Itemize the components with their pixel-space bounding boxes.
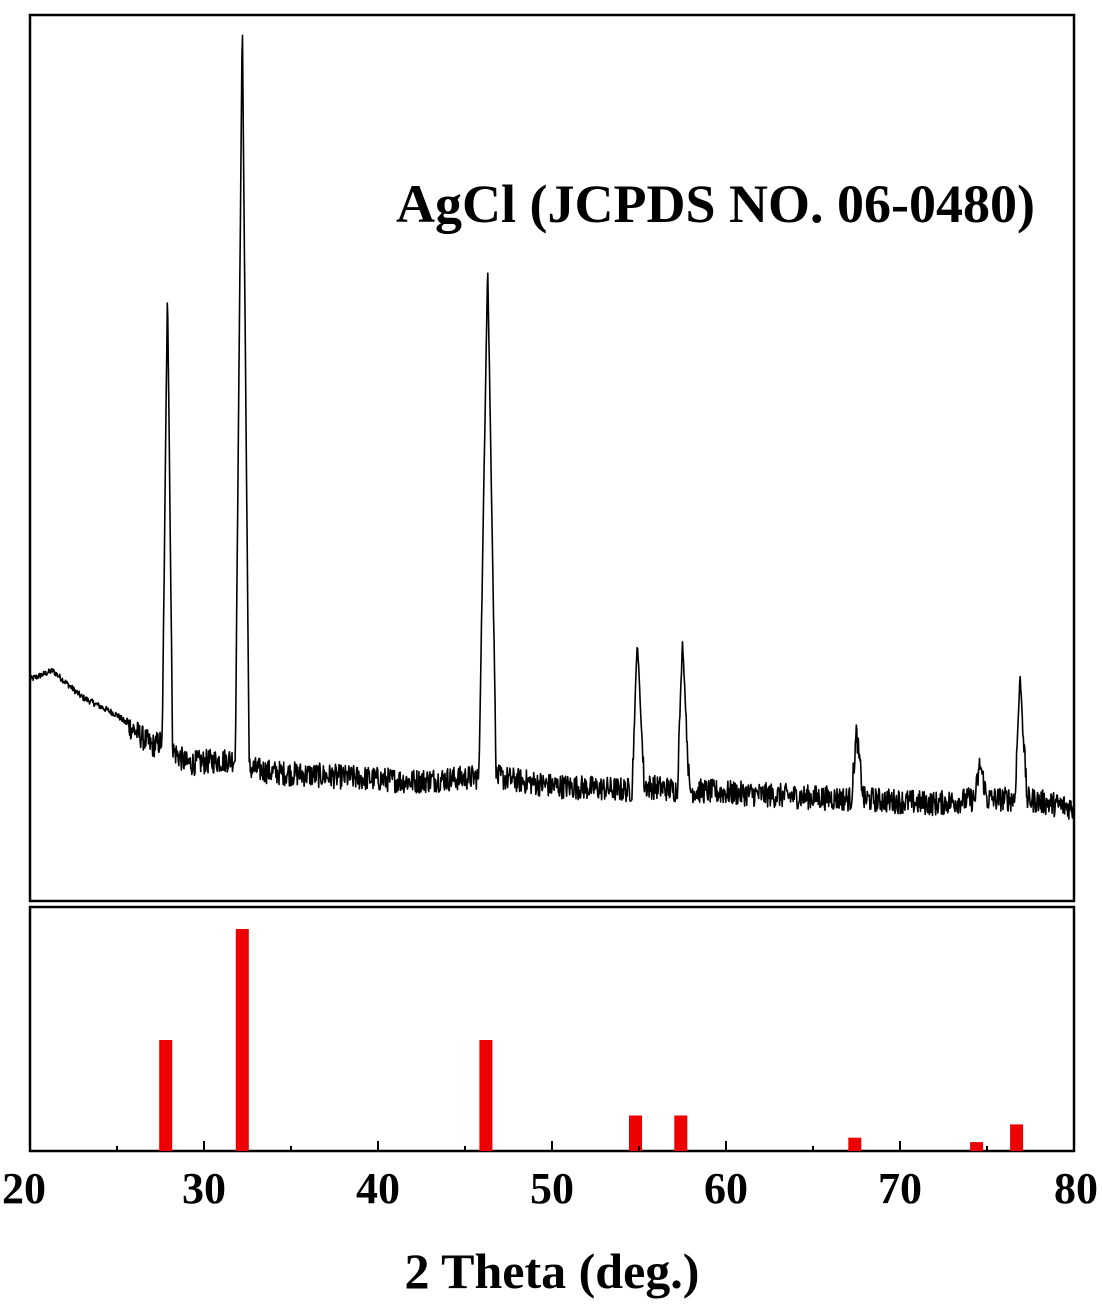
x-tick-label: 70 <box>878 1164 922 1213</box>
reference-pattern-panel: 20 30 40 50 60 70 80 2 Theta (deg.) <box>2 905 1098 1299</box>
reference-bar <box>629 1115 642 1151</box>
x-tick-label: 30 <box>182 1164 226 1213</box>
reference-bar <box>848 1137 862 1151</box>
reference-bar <box>479 1040 493 1151</box>
reference-bar <box>970 1142 984 1151</box>
phase-annotation: AgCl (JCPDS NO. 06-0480) <box>396 174 1035 234</box>
x-tick-label: 40 <box>356 1164 400 1213</box>
reference-bar <box>674 1115 688 1151</box>
x-tick-label: 60 <box>704 1164 748 1213</box>
x-axis-ticks <box>29 1141 1075 1151</box>
xrd-pattern-panel: AgCl (JCPDS NO. 06-0480) <box>28 13 1076 903</box>
top-panel-frame <box>28 13 1076 903</box>
x-tick-label: 80 <box>1054 1164 1098 1213</box>
x-axis-tick-labels: 20 30 40 50 60 70 80 <box>2 1164 1098 1213</box>
xrd-pattern-line <box>29 34 1075 820</box>
reference-bars <box>159 929 1024 1151</box>
reference-bar <box>235 929 249 1151</box>
reference-bar <box>1010 1124 1024 1151</box>
x-tick-label: 50 <box>530 1164 574 1213</box>
x-tick-label: 20 <box>2 1164 46 1213</box>
reference-bar <box>159 1040 173 1151</box>
x-axis-label: 2 Theta (deg.) <box>405 1243 700 1299</box>
bottom-panel-frame <box>28 905 1076 1153</box>
